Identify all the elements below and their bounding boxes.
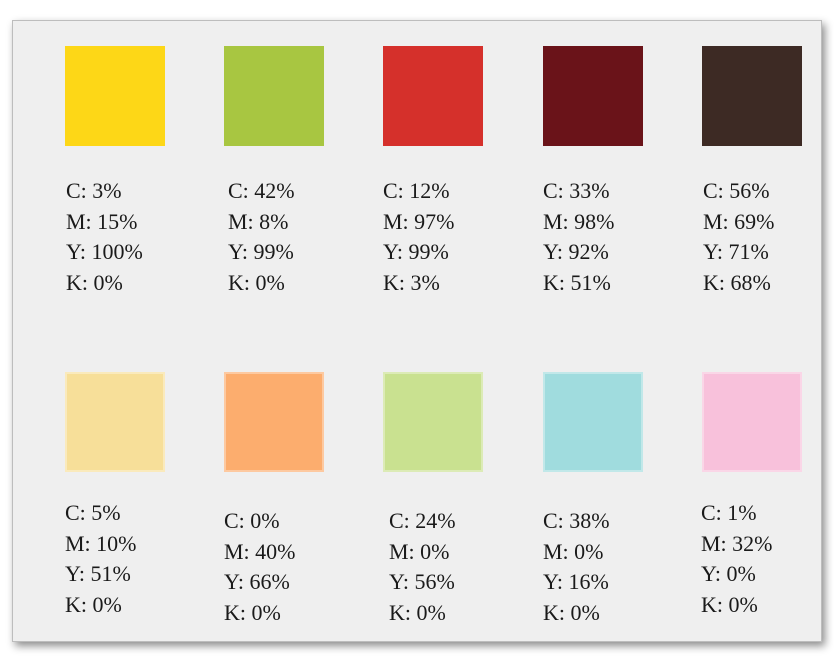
cyan-value: C: 12% (383, 178, 450, 203)
cmyk-values-red: C: 12% M: 97% Y: 99% K: 3% (383, 176, 455, 298)
magenta-value: M: 97% (383, 208, 455, 234)
black-value: K: 68% (703, 269, 771, 295)
cyan-value: C: 0% (224, 508, 280, 533)
cmyk-values-pink: C: 1% M: 32% Y: 0% K: 0% (701, 498, 773, 620)
yellow-value: Y: 99% (228, 239, 294, 264)
magenta-value: M: 10% (65, 530, 137, 556)
yellow-value: Y: 99% (383, 239, 449, 264)
magenta-value: M: 15% (66, 208, 138, 234)
cyan-value: C: 24% (389, 508, 456, 533)
yellow-value: Y: 16% (543, 569, 609, 594)
cyan-value: C: 1% (701, 500, 757, 525)
cyan-value: C: 42% (228, 178, 295, 203)
color-swatch-yellow (65, 46, 165, 146)
magenta-value: M: 0% (389, 538, 450, 564)
cyan-value: C: 38% (543, 508, 610, 533)
cmyk-values-dark-red: C: 33% M: 98% Y: 92% K: 51% (543, 176, 615, 298)
magenta-value: M: 98% (543, 208, 615, 234)
magenta-value: M: 32% (701, 530, 773, 556)
black-value: K: 51% (543, 269, 611, 295)
yellow-value: Y: 0% (701, 561, 756, 586)
color-swatch-light-yellow (65, 372, 165, 472)
color-swatch-pink (702, 372, 802, 472)
cmyk-values-orange: C: 0% M: 40% Y: 66% K: 0% (224, 506, 296, 628)
cyan-value: C: 33% (543, 178, 610, 203)
black-value: K: 0% (224, 599, 281, 625)
black-value: K: 0% (228, 269, 285, 295)
black-value: K: 0% (701, 591, 758, 617)
cmyk-values-dark-brown: C: 56% M: 69% Y: 71% K: 68% (703, 176, 775, 298)
yellow-value: Y: 92% (543, 239, 609, 264)
black-value: K: 0% (65, 591, 122, 617)
yellow-value: Y: 56% (389, 569, 455, 594)
color-swatch-light-green (383, 372, 483, 472)
cyan-value: C: 3% (66, 178, 122, 203)
black-value: K: 0% (66, 269, 123, 295)
cyan-value: C: 56% (703, 178, 770, 203)
yellow-value: Y: 66% (224, 569, 290, 594)
color-swatch-dark-brown (702, 46, 802, 146)
magenta-value: M: 8% (228, 208, 289, 234)
black-value: K: 3% (383, 269, 440, 295)
magenta-value: M: 69% (703, 208, 775, 234)
cmyk-values-light-cyan: C: 38% M: 0% Y: 16% K: 0% (543, 506, 610, 628)
black-value: K: 0% (389, 599, 446, 625)
yellow-value: Y: 100% (66, 239, 143, 264)
color-swatch-orange (224, 372, 324, 472)
color-palette-panel: C: 3% M: 15% Y: 100% K: 0% C: 42% M: 8% … (12, 20, 822, 642)
cyan-value: C: 5% (65, 500, 121, 525)
cmyk-values-yellow: C: 3% M: 15% Y: 100% K: 0% (66, 176, 143, 298)
yellow-value: Y: 51% (65, 561, 131, 586)
cmyk-values-green: C: 42% M: 8% Y: 99% K: 0% (228, 176, 295, 298)
color-swatch-dark-red (543, 46, 643, 146)
yellow-value: Y: 71% (703, 239, 769, 264)
color-swatch-red (383, 46, 483, 146)
black-value: K: 0% (543, 599, 600, 625)
cmyk-values-light-green: C: 24% M: 0% Y: 56% K: 0% (389, 506, 456, 628)
color-swatch-green (224, 46, 324, 146)
magenta-value: M: 40% (224, 538, 296, 564)
magenta-value: M: 0% (543, 538, 604, 564)
color-swatch-light-cyan (543, 372, 643, 472)
cmyk-values-light-yellow: C: 5% M: 10% Y: 51% K: 0% (65, 498, 137, 620)
